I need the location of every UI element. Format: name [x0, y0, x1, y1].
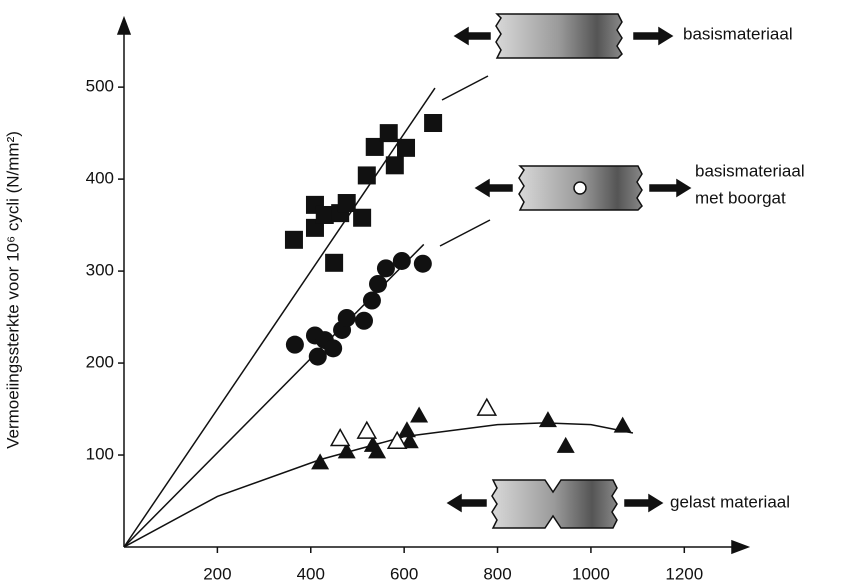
y-tick-label: 200: [86, 353, 114, 372]
y-tick-label: 100: [86, 445, 114, 464]
circle-point: [362, 291, 381, 310]
series-label: basismateriaal: [683, 24, 793, 43]
x-tick-label: 600: [390, 564, 418, 583]
square-point: [284, 230, 303, 249]
square-point: [397, 138, 416, 157]
triangle-point: [311, 453, 330, 470]
leader-lines: [439, 75, 491, 247]
triangle-point: [538, 411, 557, 428]
x-tick-label: 200: [203, 564, 231, 583]
trend-line: [123, 422, 634, 548]
square-point: [424, 114, 443, 133]
square-point: [379, 124, 398, 143]
series-label: gelast materiaal: [670, 492, 790, 511]
series-label: basismateriaal: [695, 161, 805, 180]
circle-point: [413, 254, 432, 273]
triangle-point: [400, 432, 419, 449]
square-point: [385, 156, 404, 175]
axes: [116, 15, 751, 555]
circle-point: [308, 347, 327, 366]
icon-hole: [474, 165, 692, 211]
open-triangle-point: [356, 420, 378, 439]
series-label: met boorgat: [695, 188, 786, 207]
icon-weld: [446, 479, 664, 529]
square-point: [365, 137, 384, 156]
square-point: [337, 194, 356, 213]
circle-point: [324, 339, 343, 358]
open-triangle-point: [386, 430, 408, 449]
square-point: [325, 253, 344, 272]
open-triangle-point: [476, 397, 498, 416]
triangle-point: [410, 406, 429, 423]
y-axis-label: Vermoeiingssterkte voor 10⁶ cycli (N/mm²…: [3, 131, 22, 449]
x-tick-label: 400: [297, 564, 325, 583]
x-tick-label: 1000: [572, 564, 610, 583]
y-tick-label: 500: [86, 77, 114, 96]
triangle-point: [337, 442, 356, 459]
circle-point: [369, 274, 388, 293]
x-tick-label: 1200: [665, 564, 703, 583]
triangle-point: [397, 421, 416, 438]
triangle-point: [556, 436, 575, 453]
trend-line: [123, 87, 436, 548]
open-triangle-point: [329, 427, 351, 447]
square-point: [357, 166, 376, 185]
triangle-point: [363, 435, 382, 452]
square-point: [315, 205, 334, 224]
square-point: [353, 208, 372, 227]
circle-point: [376, 259, 395, 278]
circle-point: [354, 311, 373, 330]
circle-point: [392, 251, 411, 270]
x-tick-label: 800: [483, 564, 511, 583]
circle-point: [337, 308, 356, 327]
y-tick-label: 400: [86, 169, 114, 188]
circle-point: [285, 335, 304, 354]
triangle-point: [613, 416, 632, 433]
y-tick-label: 300: [86, 261, 114, 280]
icon-base: [453, 13, 674, 59]
